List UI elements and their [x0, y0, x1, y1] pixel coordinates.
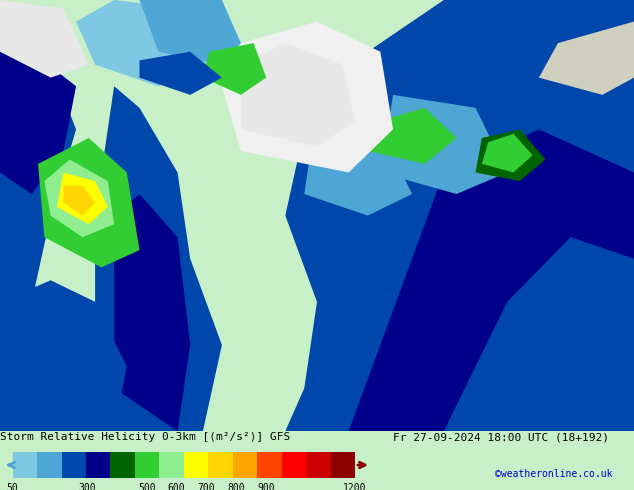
Text: 700: 700: [197, 483, 215, 490]
Bar: [135, 452, 159, 478]
Text: 300: 300: [78, 483, 96, 490]
Bar: [257, 452, 281, 478]
Text: 900: 900: [257, 483, 275, 490]
Polygon shape: [304, 108, 412, 216]
Bar: [159, 452, 184, 478]
Polygon shape: [380, 95, 507, 194]
Text: Fr 27-09-2024 18:00 UTC (18+192): Fr 27-09-2024 18:00 UTC (18+192): [393, 432, 609, 442]
Polygon shape: [241, 43, 355, 147]
Polygon shape: [95, 86, 222, 431]
Bar: [233, 452, 257, 478]
Polygon shape: [0, 43, 76, 194]
Polygon shape: [44, 160, 114, 237]
Bar: [281, 452, 306, 478]
Bar: [110, 452, 135, 478]
Polygon shape: [139, 52, 222, 95]
Polygon shape: [139, 0, 241, 65]
Bar: [61, 452, 86, 478]
Bar: [184, 452, 209, 478]
Polygon shape: [57, 172, 108, 224]
Text: 50: 50: [7, 483, 18, 490]
Polygon shape: [203, 43, 266, 95]
Bar: [306, 452, 330, 478]
Text: 800: 800: [227, 483, 245, 490]
Polygon shape: [482, 134, 533, 172]
Polygon shape: [476, 129, 545, 181]
Bar: [37, 452, 61, 478]
Text: ©weatheronline.co.uk: ©weatheronline.co.uk: [495, 469, 612, 479]
Text: Storm Relative Helicity 0-3km [⟨m²/s²⟩] GFS: Storm Relative Helicity 0-3km [⟨m²/s²⟩] …: [0, 432, 290, 442]
Text: 1200: 1200: [343, 483, 367, 490]
Bar: [209, 452, 233, 478]
Polygon shape: [76, 0, 222, 86]
Bar: [13, 452, 37, 478]
Polygon shape: [222, 22, 393, 172]
Polygon shape: [63, 185, 95, 216]
Polygon shape: [38, 138, 139, 268]
Polygon shape: [0, 280, 127, 431]
Bar: [86, 452, 110, 478]
Polygon shape: [0, 43, 76, 302]
Text: 500: 500: [138, 483, 155, 490]
Polygon shape: [0, 0, 89, 77]
Polygon shape: [444, 237, 634, 431]
Text: 600: 600: [167, 483, 185, 490]
Polygon shape: [368, 108, 456, 164]
Polygon shape: [349, 129, 634, 431]
Bar: [330, 452, 355, 478]
Polygon shape: [114, 194, 190, 431]
Polygon shape: [285, 0, 634, 431]
Polygon shape: [539, 22, 634, 95]
